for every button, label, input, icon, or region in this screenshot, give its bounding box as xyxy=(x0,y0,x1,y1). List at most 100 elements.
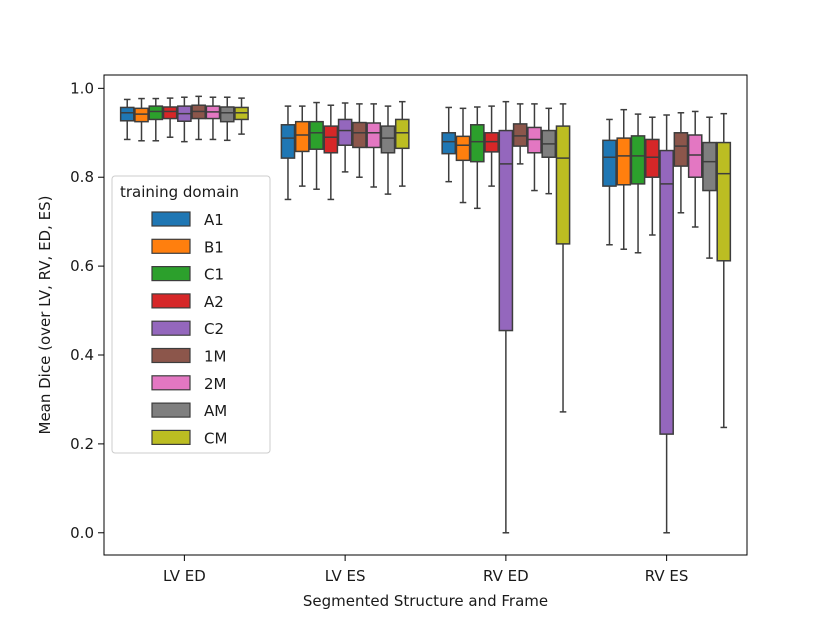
legend-item: 1M xyxy=(151,347,227,366)
box-2M-RV-ES xyxy=(687,110,703,228)
box-AM-RV-ES xyxy=(702,116,717,259)
box-2M-LV-ES xyxy=(366,103,382,188)
box-body xyxy=(323,125,339,154)
box-body xyxy=(602,139,617,187)
legend-swatch xyxy=(151,320,191,336)
legend-item: C1 xyxy=(151,266,224,284)
box-A1-RV-ED xyxy=(441,106,457,183)
legend-label: AM xyxy=(204,402,227,420)
legend-item: B1 xyxy=(151,238,224,256)
y-tick-label: 0.6 xyxy=(70,257,94,275)
box-A1-RV-ES xyxy=(602,118,617,246)
box-B1-RV-ES xyxy=(616,108,632,250)
box-body xyxy=(702,141,717,192)
box-body xyxy=(134,107,149,123)
box-C1-LV-ES xyxy=(309,101,324,190)
box-1M-RV-ED xyxy=(512,103,528,165)
legend-items: A1 B1 C1 A2 C2 1M 2M AM CM xyxy=(151,211,227,447)
legend: training domain A1 B1 C1 A2 C2 1M 2M AM CM xyxy=(111,175,271,454)
legend-item: AM xyxy=(151,402,227,420)
box-A1-LV-ED xyxy=(119,98,135,141)
box-AM-RV-ED xyxy=(541,107,557,195)
box-A2-LV-ES xyxy=(323,104,339,201)
box-body xyxy=(352,121,367,149)
legend-swatch xyxy=(151,402,191,418)
legend-frame xyxy=(111,175,271,454)
legend-label: A1 xyxy=(204,211,224,229)
box-body xyxy=(469,124,485,163)
box-body xyxy=(337,118,353,146)
x-tick-label: RV ED xyxy=(483,567,529,585)
box-CM-RV-ES xyxy=(716,112,732,429)
box-body xyxy=(455,135,471,162)
box-1M-RV-ES xyxy=(673,112,689,214)
legend-title: training domain xyxy=(120,183,239,201)
box-body xyxy=(716,141,732,262)
x-tick-label: RV ES xyxy=(645,567,689,585)
box-C1-RV-ED xyxy=(469,106,485,210)
legend-swatch xyxy=(151,429,191,445)
y-tick-label: 0.0 xyxy=(70,524,94,542)
box-2M-LV-ED xyxy=(205,96,221,141)
x-tick-label: LV ED xyxy=(163,567,206,585)
box-body xyxy=(119,106,135,122)
box-body xyxy=(441,132,457,155)
x-tick-label: LV ES xyxy=(325,567,366,585)
legend-item: A1 xyxy=(151,211,224,229)
legend-swatch xyxy=(151,347,191,364)
box-A2-LV-ED xyxy=(162,97,178,138)
box-C2-LV-ED xyxy=(177,96,192,143)
box-A1-LV-ES xyxy=(280,105,296,201)
box-1M-LV-ES xyxy=(352,103,367,178)
y-tick-label: 1.0 xyxy=(70,79,94,97)
box-A2-RV-ED xyxy=(484,105,499,187)
box-B1-LV-ED xyxy=(134,97,149,142)
legend-label: CM xyxy=(204,429,227,447)
box-C1-LV-ED xyxy=(148,97,164,142)
legend-item: C2 xyxy=(151,320,224,338)
box-body xyxy=(294,120,310,153)
box-body xyxy=(659,149,674,435)
box-body xyxy=(309,120,324,150)
box-C2-RV-ED xyxy=(498,100,514,534)
box-body xyxy=(219,106,235,123)
box-body xyxy=(148,105,164,121)
box-C1-RV-ES xyxy=(630,113,646,254)
box-2M-RV-ED xyxy=(527,103,542,192)
box-body xyxy=(394,118,410,150)
legend-label: C1 xyxy=(204,266,224,284)
box-CM-LV-ED xyxy=(234,97,249,135)
legend-item: A2 xyxy=(151,293,224,311)
y-tick-label: 0.2 xyxy=(70,435,94,453)
box-AM-LV-ED xyxy=(219,96,235,142)
box-1M-LV-ED xyxy=(191,95,206,141)
legend-label: B1 xyxy=(204,238,224,256)
legend-swatch xyxy=(151,293,191,309)
box-marks xyxy=(119,95,732,534)
box-A2-RV-ES xyxy=(645,116,660,236)
box-body xyxy=(380,125,396,154)
legend-swatch xyxy=(151,211,191,227)
box-AM-LV-ES xyxy=(380,105,396,195)
y-axis: 0.0 0.2 0.4 0.6 0.8 1.0 xyxy=(70,79,104,542)
x-axis-label: Segmented Structure and Frame xyxy=(303,592,548,610)
y-tick-label: 0.8 xyxy=(70,168,94,186)
legend-swatch xyxy=(151,266,191,282)
box-body xyxy=(673,132,689,167)
box-C2-RV-ES xyxy=(659,114,674,534)
legend-item: 2M xyxy=(151,375,227,393)
legend-item: CM xyxy=(151,429,227,447)
box-body xyxy=(498,129,514,332)
box-body xyxy=(512,123,528,147)
box-body xyxy=(162,106,178,120)
x-axis: LV ED LV ES RV ED RV ES xyxy=(163,555,688,585)
box-body xyxy=(366,122,382,149)
box-C2-LV-ES xyxy=(337,102,353,173)
box-body xyxy=(630,135,646,185)
box-B1-RV-ED xyxy=(455,107,471,204)
legend-swatch xyxy=(151,375,191,391)
axes-frame xyxy=(103,74,748,556)
legend-label: 2M xyxy=(204,375,227,393)
